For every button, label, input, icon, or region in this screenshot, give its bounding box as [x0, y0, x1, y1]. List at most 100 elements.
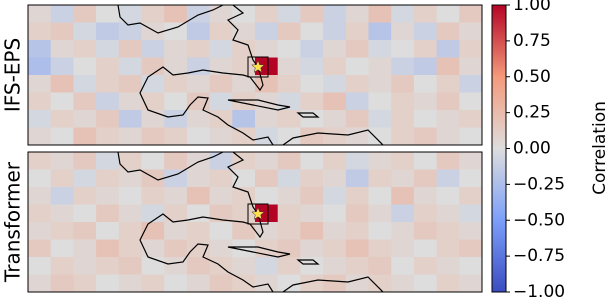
colorbar-label: Correlation [590, 101, 610, 195]
heatmap-cell [277, 169, 301, 188]
heatmap-cell [345, 127, 369, 146]
heatmap-cell [232, 187, 256, 205]
colorbar-tick-label: −0.75 [513, 246, 565, 266]
heatmap-cell [413, 222, 437, 240]
heatmap-cell [323, 92, 347, 111]
heatmap-cell [164, 5, 188, 23]
heatmap-cell [277, 222, 301, 240]
heatmap-cell [300, 57, 324, 76]
heatmap-cell [436, 169, 460, 188]
heatmap-cell [50, 127, 74, 146]
heatmap-cell [164, 187, 188, 205]
heatmap-cell [118, 110, 142, 128]
heatmap-cell [277, 57, 301, 76]
heatmap-cell [345, 22, 369, 41]
heatmap-cell [323, 5, 347, 23]
heatmap-cell [255, 257, 279, 275]
heatmap-cell [186, 22, 210, 41]
heatmap-cell [345, 40, 369, 58]
heatmap-cell [300, 257, 324, 275]
heatmap-cell [141, 152, 165, 170]
heatmap-cell [277, 127, 301, 146]
heatmap-cell [368, 75, 392, 93]
heatmap-cell [391, 5, 415, 23]
heatmap-cell [164, 127, 188, 146]
heatmap-cell [28, 152, 52, 170]
heatmap-cell [368, 110, 392, 128]
heatmap-cell [436, 127, 460, 146]
heatmap-cell [73, 274, 97, 293]
heatmap-cell [391, 40, 415, 58]
heatmap-cell [391, 22, 415, 41]
heatmap-cell [345, 222, 369, 240]
colorbar-tick-label: 0.00 [513, 139, 551, 159]
heatmap-cell [209, 92, 233, 111]
heatmap-cell [277, 22, 301, 41]
heatmap-cell [232, 222, 256, 240]
heatmap-cell [118, 204, 142, 223]
heatmap-cell [459, 75, 483, 93]
heatmap-cell [391, 169, 415, 188]
heatmap-cell [50, 75, 74, 93]
heatmap-cell [50, 40, 74, 58]
heatmap-cell [232, 204, 256, 223]
heatmap-cell [73, 204, 97, 223]
heatmap-cell [73, 92, 97, 111]
colorbar-tick-label: 0.25 [513, 103, 551, 123]
heatmap-cell [186, 204, 210, 223]
heatmap-cell [232, 40, 256, 58]
heatmap-cell [300, 75, 324, 93]
heatmap-cell [368, 274, 392, 293]
heatmap-cell [323, 222, 347, 240]
heatmap-cell [118, 75, 142, 93]
heatmap-cell [368, 169, 392, 188]
heatmap-cell [73, 75, 97, 93]
heatmap-cell [96, 40, 120, 58]
heatmap-cell [96, 169, 120, 188]
panel-frame [27, 4, 483, 146]
heatmap-cell [391, 92, 415, 111]
heatmap-cell [255, 222, 279, 240]
heatmap-cell [186, 110, 210, 128]
heatmap-cell [345, 239, 369, 258]
heatmap-cell [232, 75, 256, 93]
heatmap-cell [50, 239, 74, 258]
heatmap-cell [459, 274, 483, 293]
heatmap-cell [277, 5, 301, 23]
heatmap-cell [50, 152, 74, 170]
heatmap-cell [391, 127, 415, 146]
heatmap-cell [368, 152, 392, 170]
heatmap-cell [300, 110, 324, 128]
heatmap-cell [345, 274, 369, 293]
heatmap-cell [391, 257, 415, 275]
heatmap-cell [73, 152, 97, 170]
heatmap-cell [50, 257, 74, 275]
heatmap-cell [345, 75, 369, 93]
heatmap-cell [28, 40, 52, 58]
heatmap-cell [436, 57, 460, 76]
colorbar-tick-label: −0.50 [513, 210, 565, 230]
heatmap-cell [164, 57, 188, 76]
heatmap-cell [96, 152, 120, 170]
heatmap-cell [186, 187, 210, 205]
heatmap-cell [50, 204, 74, 223]
heatmap-cell [118, 22, 142, 41]
heatmap-cell [232, 22, 256, 41]
heatmap-cell [209, 239, 233, 258]
heatmap-cell [186, 222, 210, 240]
heatmap-cell [164, 22, 188, 41]
heatmap-cell [118, 239, 142, 258]
heatmap-cell [391, 239, 415, 258]
panel-label: IFS-EPS [1, 38, 25, 112]
heatmap-cell [323, 169, 347, 188]
heatmap-cell [391, 222, 415, 240]
heatmap-cell [96, 274, 120, 293]
heatmap-cell [459, 5, 483, 23]
heatmap-cell [141, 40, 165, 58]
heatmap-cell [164, 257, 188, 275]
heatmap-cell [413, 204, 437, 223]
heatmap-cell [300, 239, 324, 258]
heatmap-cell [164, 40, 188, 58]
heatmap-cell [50, 92, 74, 111]
heatmap-cell [209, 222, 233, 240]
